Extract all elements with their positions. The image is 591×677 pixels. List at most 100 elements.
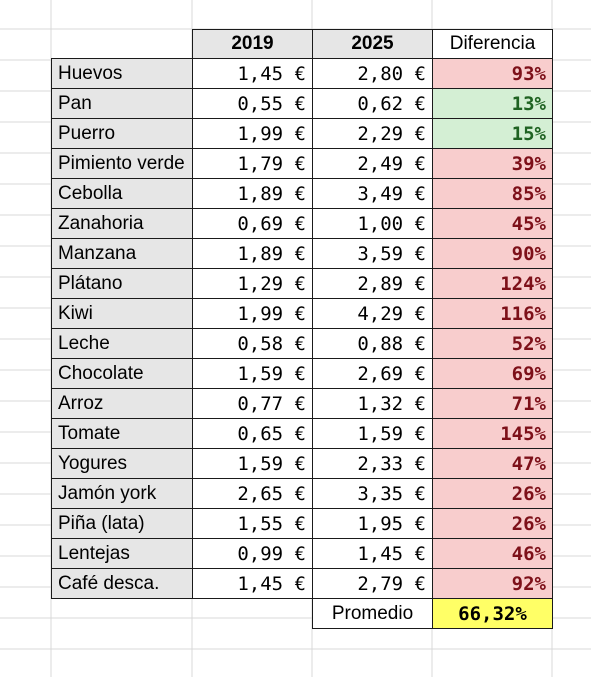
difference-cell[interactable]: 26% [432, 508, 553, 539]
difference-cell[interactable]: 93% [432, 58, 553, 89]
empty-cell[interactable] [52, 599, 193, 629]
price-2019-cell[interactable]: 0,69 € [192, 208, 313, 239]
product-name-cell[interactable]: Pan [51, 88, 193, 119]
product-name-cell[interactable]: Puerro [51, 118, 193, 149]
product-name-cell[interactable]: Arroz [51, 388, 193, 419]
difference-cell[interactable]: 15% [432, 118, 553, 149]
price-2025-cell[interactable]: 2,80 € [312, 58, 433, 89]
difference-cell[interactable]: 71% [432, 388, 553, 419]
product-name-cell[interactable]: Cebolla [51, 178, 193, 209]
price-2025-cell[interactable]: 2,49 € [312, 148, 433, 179]
product-name-cell[interactable]: Kiwi [51, 298, 193, 329]
price-2019-cell[interactable]: 1,59 € [192, 358, 313, 389]
average-row: Promedio 66,32% [52, 598, 553, 629]
table-row: Huevos 1,45 €2,80 €93% [51, 58, 553, 89]
difference-cell[interactable]: 69% [432, 358, 553, 389]
price-2025-cell[interactable]: 2,79 € [312, 568, 433, 599]
product-name-cell[interactable]: Piña (lata) [51, 508, 193, 539]
price-2019-cell[interactable]: 1,45 € [192, 58, 313, 89]
table-row: Jamón york 2,65 €3,35 €26% [51, 478, 553, 509]
table-row: Tomate 0,65 €1,59 €145% [51, 418, 553, 449]
difference-cell[interactable]: 47% [432, 448, 553, 479]
price-2025-cell[interactable]: 0,62 € [312, 88, 433, 119]
difference-cell[interactable]: 116% [432, 298, 553, 329]
header-corner-cell[interactable] [52, 30, 193, 59]
product-name-cell[interactable]: Leche [51, 328, 193, 359]
header-2019[interactable]: 2019 [192, 29, 313, 59]
difference-cell[interactable]: 45% [432, 208, 553, 239]
product-name-cell[interactable]: Chocolate [51, 358, 193, 389]
average-label-cell[interactable]: Promedio [312, 598, 433, 629]
price-2025-cell[interactable]: 1,59 € [312, 418, 433, 449]
header-row: 2019 2025 Diferencia [52, 29, 553, 59]
price-2025-cell[interactable]: 2,33 € [312, 448, 433, 479]
price-2019-cell[interactable]: 1,55 € [192, 508, 313, 539]
table-row: Chocolate 1,59 €2,69 €69% [51, 358, 553, 389]
product-name-cell[interactable]: Lentejas [51, 538, 193, 569]
price-2019-cell[interactable]: 0,58 € [192, 328, 313, 359]
difference-cell[interactable]: 13% [432, 88, 553, 119]
price-comparison-table: 2019 2025 Diferencia Huevos 1,45 €2,80 €9… [51, 29, 553, 629]
price-2025-cell[interactable]: 1,95 € [312, 508, 433, 539]
table-row: Puerro 1,99 €2,29 €15% [51, 118, 553, 149]
price-2025-cell[interactable]: 0,88 € [312, 328, 433, 359]
difference-cell[interactable]: 26% [432, 478, 553, 509]
product-name-cell[interactable]: Zanahoria [51, 208, 193, 239]
product-name-cell[interactable]: Yogures [51, 448, 193, 479]
difference-cell[interactable]: 145% [432, 418, 553, 449]
price-2025-cell[interactable]: 2,29 € [312, 118, 433, 149]
difference-cell[interactable]: 124% [432, 268, 553, 299]
table-row: Pimiento verde 1,79 €2,49 €39% [51, 148, 553, 179]
product-name-cell[interactable]: Huevos [51, 58, 193, 89]
table-row: Piña (lata) 1,55 €1,95 €26% [51, 508, 553, 539]
price-2019-cell[interactable]: 1,99 € [192, 298, 313, 329]
product-name-cell[interactable]: Manzana [51, 238, 193, 269]
price-2019-cell[interactable]: 2,65 € [192, 478, 313, 509]
price-2019-cell[interactable]: 0,77 € [192, 388, 313, 419]
product-name-cell[interactable]: Jamón york [51, 478, 193, 509]
price-2019-cell[interactable]: 0,55 € [192, 88, 313, 119]
table-row: Yogures 1,59 €2,33 €47% [51, 448, 553, 479]
price-2025-cell[interactable]: 3,35 € [312, 478, 433, 509]
table-row: Zanahoria 0,69 €1,00 €45% [51, 208, 553, 239]
price-2019-cell[interactable]: 1,29 € [192, 268, 313, 299]
difference-cell[interactable]: 46% [432, 538, 553, 569]
table-row: Lentejas 0,99 €1,45 €46% [51, 538, 553, 569]
price-2025-cell[interactable]: 1,32 € [312, 388, 433, 419]
price-2025-cell[interactable]: 4,29 € [312, 298, 433, 329]
difference-cell[interactable]: 90% [432, 238, 553, 269]
average-value-cell[interactable]: 66,32% [432, 598, 553, 629]
price-2019-cell[interactable]: 1,89 € [192, 238, 313, 269]
header-diferencia[interactable]: Diferencia [432, 29, 553, 59]
empty-cell[interactable] [193, 599, 313, 629]
price-2025-cell[interactable]: 2,69 € [312, 358, 433, 389]
product-name-cell[interactable]: Tomate [51, 418, 193, 449]
price-2019-cell[interactable]: 1,99 € [192, 118, 313, 149]
difference-cell[interactable]: 85% [432, 178, 553, 209]
price-2025-cell[interactable]: 3,49 € [312, 178, 433, 209]
price-2019-cell[interactable]: 1,89 € [192, 178, 313, 209]
difference-cell[interactable]: 39% [432, 148, 553, 179]
price-2019-cell[interactable]: 1,45 € [192, 568, 313, 599]
table-row: Manzana 1,89 €3,59 €90% [51, 238, 553, 269]
header-2025[interactable]: 2025 [312, 29, 433, 59]
price-2025-cell[interactable]: 1,00 € [312, 208, 433, 239]
price-2025-cell[interactable]: 2,89 € [312, 268, 433, 299]
product-name-cell[interactable]: Pimiento verde [51, 148, 193, 179]
price-2019-cell[interactable]: 1,79 € [192, 148, 313, 179]
table-row: Cebolla 1,89 €3,49 €85% [51, 178, 553, 209]
product-name-cell[interactable]: Plátano [51, 268, 193, 299]
difference-cell[interactable]: 52% [432, 328, 553, 359]
table-row: Café desca. 1,45 €2,79 €92% [51, 568, 553, 599]
table-row: Leche 0,58 €0,88 €52% [51, 328, 553, 359]
table-row: Kiwi 1,99 €4,29 €116% [51, 298, 553, 329]
price-2025-cell[interactable]: 3,59 € [312, 238, 433, 269]
difference-cell[interactable]: 92% [432, 568, 553, 599]
price-2019-cell[interactable]: 0,99 € [192, 538, 313, 569]
price-2019-cell[interactable]: 1,59 € [192, 448, 313, 479]
product-name-cell[interactable]: Café desca. [51, 568, 193, 599]
table-row: Plátano 1,29 €2,89 €124% [51, 268, 553, 299]
price-2019-cell[interactable]: 0,65 € [192, 418, 313, 449]
price-2025-cell[interactable]: 1,45 € [312, 538, 433, 569]
table-row: Arroz 0,77 €1,32 €71% [51, 388, 553, 419]
